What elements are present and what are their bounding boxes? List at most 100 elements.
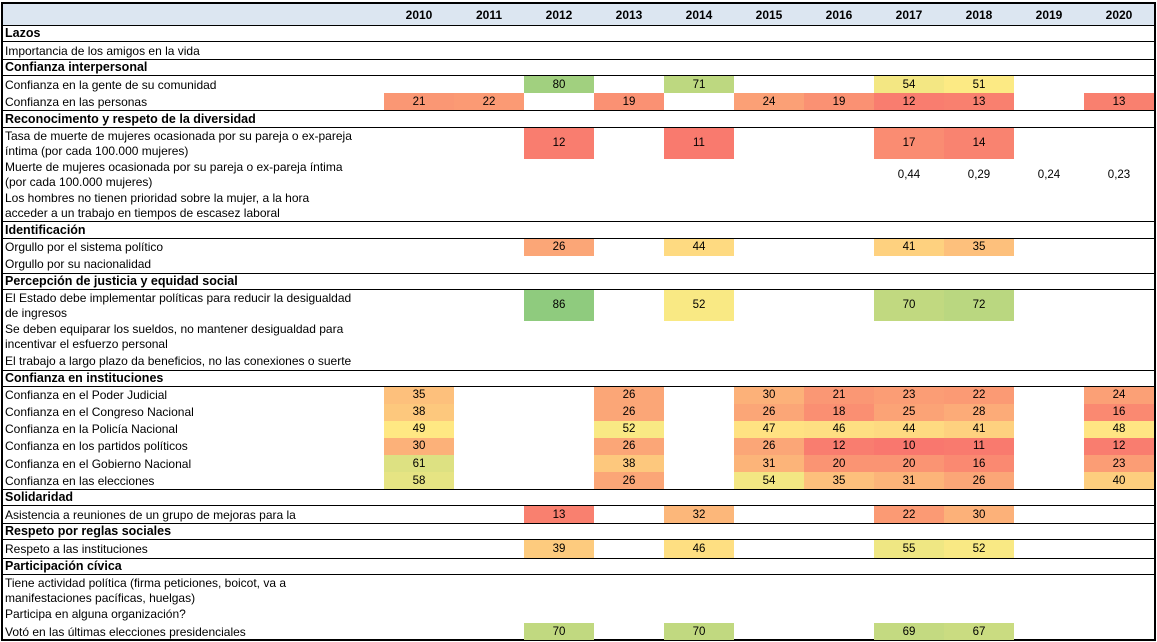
value-cell[interactable]: 44 <box>874 420 944 438</box>
value-cell[interactable]: 46 <box>664 540 734 558</box>
value-cell[interactable]: 47 <box>734 420 804 438</box>
section-header-row[interactable]: Solidaridad <box>3 489 1154 507</box>
section-header-row[interactable]: Reconocimento y respeto de la diversidad <box>3 110 1154 128</box>
value-cell[interactable] <box>594 256 664 273</box>
value-cell[interactable]: 35 <box>384 386 454 404</box>
value-cell[interactable] <box>664 159 734 190</box>
value-cell[interactable] <box>454 421 524 438</box>
value-cell[interactable] <box>664 472 734 489</box>
value-cell[interactable] <box>944 575 1014 606</box>
value-cell[interactable] <box>454 128 524 159</box>
value-cell[interactable] <box>384 506 454 523</box>
row-label[interactable]: Orgullo por su nacionalidad <box>3 256 384 273</box>
value-cell[interactable] <box>454 575 524 606</box>
value-cell[interactable] <box>734 128 804 159</box>
value-cell[interactable]: 30 <box>384 437 454 455</box>
value-cell[interactable] <box>664 321 734 352</box>
value-cell[interactable]: 13 <box>524 506 594 524</box>
value-cell[interactable] <box>664 575 734 606</box>
value-cell[interactable] <box>804 540 874 557</box>
value-cell[interactable]: 13 <box>944 93 1014 111</box>
value-cell[interactable] <box>524 93 594 110</box>
value-cell[interactable] <box>734 575 804 606</box>
value-cell[interactable]: 23 <box>1084 454 1154 473</box>
value-cell[interactable] <box>804 76 874 93</box>
value-cell[interactable] <box>1014 575 1084 606</box>
value-cell[interactable] <box>1014 76 1084 93</box>
value-cell[interactable]: 67 <box>944 623 1014 641</box>
value-cell[interactable] <box>804 190 874 221</box>
value-cell[interactable] <box>384 256 454 273</box>
value-cell[interactable]: 20 <box>874 454 944 473</box>
value-cell[interactable]: 61 <box>384 454 454 473</box>
year-column-header[interactable]: 2010 <box>405 7 433 22</box>
year-column-header[interactable]: 2013 <box>615 7 643 22</box>
value-cell[interactable]: 52 <box>664 289 734 322</box>
value-cell[interactable]: 38 <box>594 454 664 473</box>
value-cell[interactable] <box>1014 404 1084 421</box>
value-cell[interactable]: 26 <box>594 437 664 455</box>
value-cell[interactable]: 26 <box>944 472 1014 490</box>
value-cell[interactable] <box>384 623 454 640</box>
value-cell[interactable]: 71 <box>664 76 734 94</box>
value-cell[interactable]: 21 <box>804 386 874 404</box>
value-cell[interactable] <box>384 128 454 159</box>
value-cell[interactable]: 12 <box>1084 437 1154 455</box>
value-cell[interactable] <box>524 575 594 606</box>
value-cell[interactable]: 41 <box>944 420 1014 438</box>
value-cell[interactable]: 11 <box>664 127 734 159</box>
value-cell[interactable] <box>594 506 664 523</box>
value-cell[interactable] <box>594 575 664 606</box>
value-cell[interactable] <box>734 506 804 523</box>
value-cell[interactable]: 55 <box>874 540 944 558</box>
value-cell[interactable] <box>1084 321 1154 352</box>
row-label[interactable]: El Estado debe implementar políticas par… <box>3 290 384 321</box>
value-cell[interactable] <box>1014 190 1084 221</box>
value-cell[interactable] <box>734 159 804 190</box>
value-cell[interactable]: 30 <box>734 386 804 404</box>
value-cell[interactable] <box>1014 290 1084 321</box>
value-cell[interactable]: 28 <box>944 403 1014 421</box>
value-cell[interactable] <box>524 387 594 404</box>
value-cell[interactable]: 48 <box>1084 420 1154 438</box>
row-label[interactable]: Confianza en la gente de su comunidad <box>3 76 384 93</box>
value-cell[interactable] <box>734 190 804 221</box>
value-cell[interactable] <box>944 42 1014 59</box>
value-cell[interactable] <box>524 190 594 221</box>
value-cell[interactable] <box>454 256 524 273</box>
value-cell[interactable]: 52 <box>594 420 664 438</box>
row-label[interactable]: Confianza en el Gobierno Nacional <box>3 455 384 472</box>
value-cell[interactable]: 20 <box>804 454 874 473</box>
value-cell[interactable] <box>524 352 594 369</box>
value-cell[interactable] <box>804 128 874 159</box>
value-cell[interactable] <box>454 76 524 93</box>
value-cell[interactable] <box>524 404 594 421</box>
value-cell[interactable] <box>664 404 734 421</box>
value-cell[interactable] <box>804 623 874 640</box>
section-header-row[interactable]: Confianza interpersonal <box>3 59 1154 77</box>
value-cell[interactable]: 12 <box>524 127 594 159</box>
row-label[interactable]: Respeto a las instituciones <box>3 540 384 557</box>
value-cell[interactable]: 41 <box>874 238 944 256</box>
value-cell[interactable]: 26 <box>734 437 804 455</box>
value-cell[interactable] <box>1014 42 1084 59</box>
value-cell[interactable] <box>454 540 524 557</box>
value-cell[interactable]: 39 <box>524 540 594 558</box>
value-cell[interactable] <box>944 256 1014 273</box>
value-cell[interactable]: 10 <box>874 437 944 455</box>
year-column-header[interactable]: 2016 <box>825 7 853 22</box>
value-cell[interactable] <box>804 506 874 523</box>
value-cell[interactable] <box>734 42 804 59</box>
value-cell[interactable]: 26 <box>524 238 594 256</box>
row-label[interactable]: Importancia de los amigos en la vida <box>3 42 384 59</box>
value-cell[interactable] <box>454 387 524 404</box>
value-cell[interactable] <box>804 606 874 623</box>
value-cell[interactable] <box>944 321 1014 352</box>
row-label[interactable]: Tasa de muerte de mujeres ocasionada por… <box>3 128 384 159</box>
value-cell[interactable] <box>384 76 454 93</box>
value-cell[interactable] <box>734 623 804 640</box>
year-column-header[interactable]: 2017 <box>895 7 923 22</box>
value-cell[interactable]: 31 <box>734 454 804 473</box>
value-cell[interactable] <box>664 387 734 404</box>
value-cell[interactable]: 38 <box>384 403 454 421</box>
